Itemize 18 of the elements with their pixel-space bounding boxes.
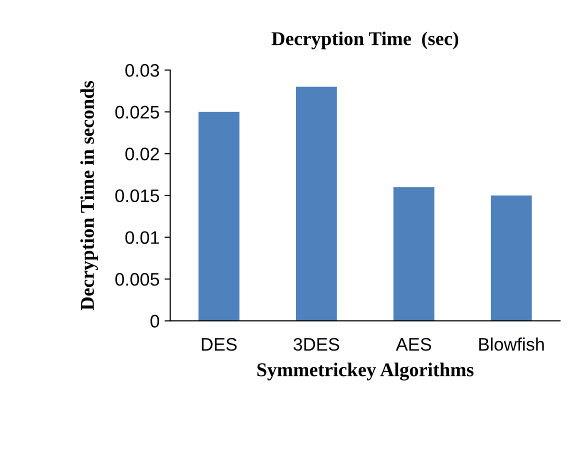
chart-title: Decryption Time (sec) bbox=[272, 32, 458, 50]
y-tick-label: 0.015 bbox=[115, 189, 160, 202]
bar bbox=[393, 187, 434, 321]
x-tick-label: DES bbox=[202, 338, 237, 351]
y-tick-label: 0.025 bbox=[115, 106, 160, 119]
y-axis-title: Decryption Time in seconds bbox=[80, 80, 98, 310]
y-tick-label: 0.03 bbox=[125, 64, 160, 77]
x-tick-label: Blowfish bbox=[479, 338, 544, 351]
bar bbox=[296, 86, 337, 321]
y-tick-label: 0.02 bbox=[125, 148, 159, 160]
x-tick-label: 3DES bbox=[294, 338, 340, 351]
bar bbox=[490, 195, 532, 321]
y-tick-label: 0.01 bbox=[125, 231, 159, 244]
x-axis-title: Symmetrickey Algorithms bbox=[257, 362, 474, 380]
bar bbox=[198, 112, 240, 321]
y-tick-label: 0 bbox=[150, 314, 160, 328]
x-tick-label: AES bbox=[396, 338, 432, 351]
y-tick-label: 0.005 bbox=[115, 272, 160, 286]
